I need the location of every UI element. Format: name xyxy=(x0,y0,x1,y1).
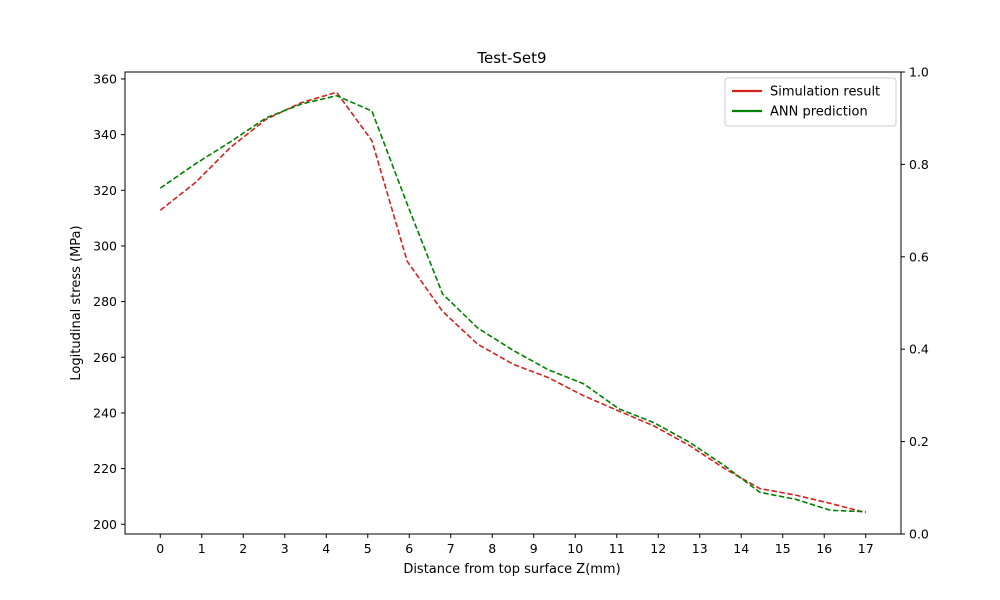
y-tick-label: 320 xyxy=(93,183,117,198)
y-tick-label: 280 xyxy=(93,294,117,309)
y-axis-right: 0.0 0.2 0.4 0.6 0.8 1.0 xyxy=(901,65,929,542)
x-tick-label: 9 xyxy=(530,541,538,556)
y2-tick-label: 0.6 xyxy=(909,249,929,264)
y-tick-label: 260 xyxy=(93,350,117,365)
x-tick-label: 3 xyxy=(281,541,289,556)
y2-tick-label: 1.0 xyxy=(909,65,929,80)
x-tick-label: 14 xyxy=(733,541,749,556)
x-tick-label: 4 xyxy=(322,541,330,556)
x-tick-label: 7 xyxy=(447,541,455,556)
legend: Simulation result ANN prediction xyxy=(724,77,897,127)
legend-label: ANN prediction xyxy=(770,105,868,120)
x-tick-label: 0 xyxy=(156,541,164,556)
y-tick-label: 240 xyxy=(93,405,117,420)
y-axis-left: 200 220 240 260 280 300 320 340 360 xyxy=(93,71,125,532)
x-tick-label: 5 xyxy=(364,541,372,556)
x-tick-label: 15 xyxy=(775,541,791,556)
legend-label: Simulation result xyxy=(770,85,880,100)
y-tick-label: 340 xyxy=(93,127,117,142)
y-tick-label: 300 xyxy=(93,238,117,253)
y2-tick-label: 0.4 xyxy=(909,342,929,357)
x-axis-title: Distance from top surface Z(mm) xyxy=(403,562,620,577)
series-line-ann-prediction xyxy=(159,94,866,513)
x-tick-label: 12 xyxy=(650,541,666,556)
x-tick-label: 10 xyxy=(567,541,583,556)
y2-tick-label: 0.2 xyxy=(909,434,929,449)
y-axis-title: Logitudinal stress (MPa) xyxy=(69,225,84,380)
x-tick-label: 1 xyxy=(198,541,206,556)
y-tick-label: 360 xyxy=(93,71,117,86)
x-tick-label: 2 xyxy=(239,541,247,556)
x-tick-label: 6 xyxy=(405,541,413,556)
y2-tick-label: 0.8 xyxy=(909,157,929,172)
plot-frame xyxy=(124,71,902,535)
x-tick-label: 13 xyxy=(692,541,708,556)
x-tick-label: 16 xyxy=(816,541,832,556)
x-axis: 0 1 2 3 4 5 6 7 8 9 10 11 12 13 14 15 16 17 xyxy=(156,534,874,556)
chart-title: Test-Set9 xyxy=(476,49,546,67)
legend-box xyxy=(724,77,897,127)
x-tick-label: 11 xyxy=(609,541,625,556)
y-tick-label: 220 xyxy=(93,461,117,476)
x-tick-label: 17 xyxy=(858,541,874,556)
series-layer xyxy=(159,91,866,514)
y-tick-label: 200 xyxy=(93,517,117,532)
x-tick-label: 8 xyxy=(488,541,496,556)
y2-tick-label: 0.0 xyxy=(909,527,929,542)
